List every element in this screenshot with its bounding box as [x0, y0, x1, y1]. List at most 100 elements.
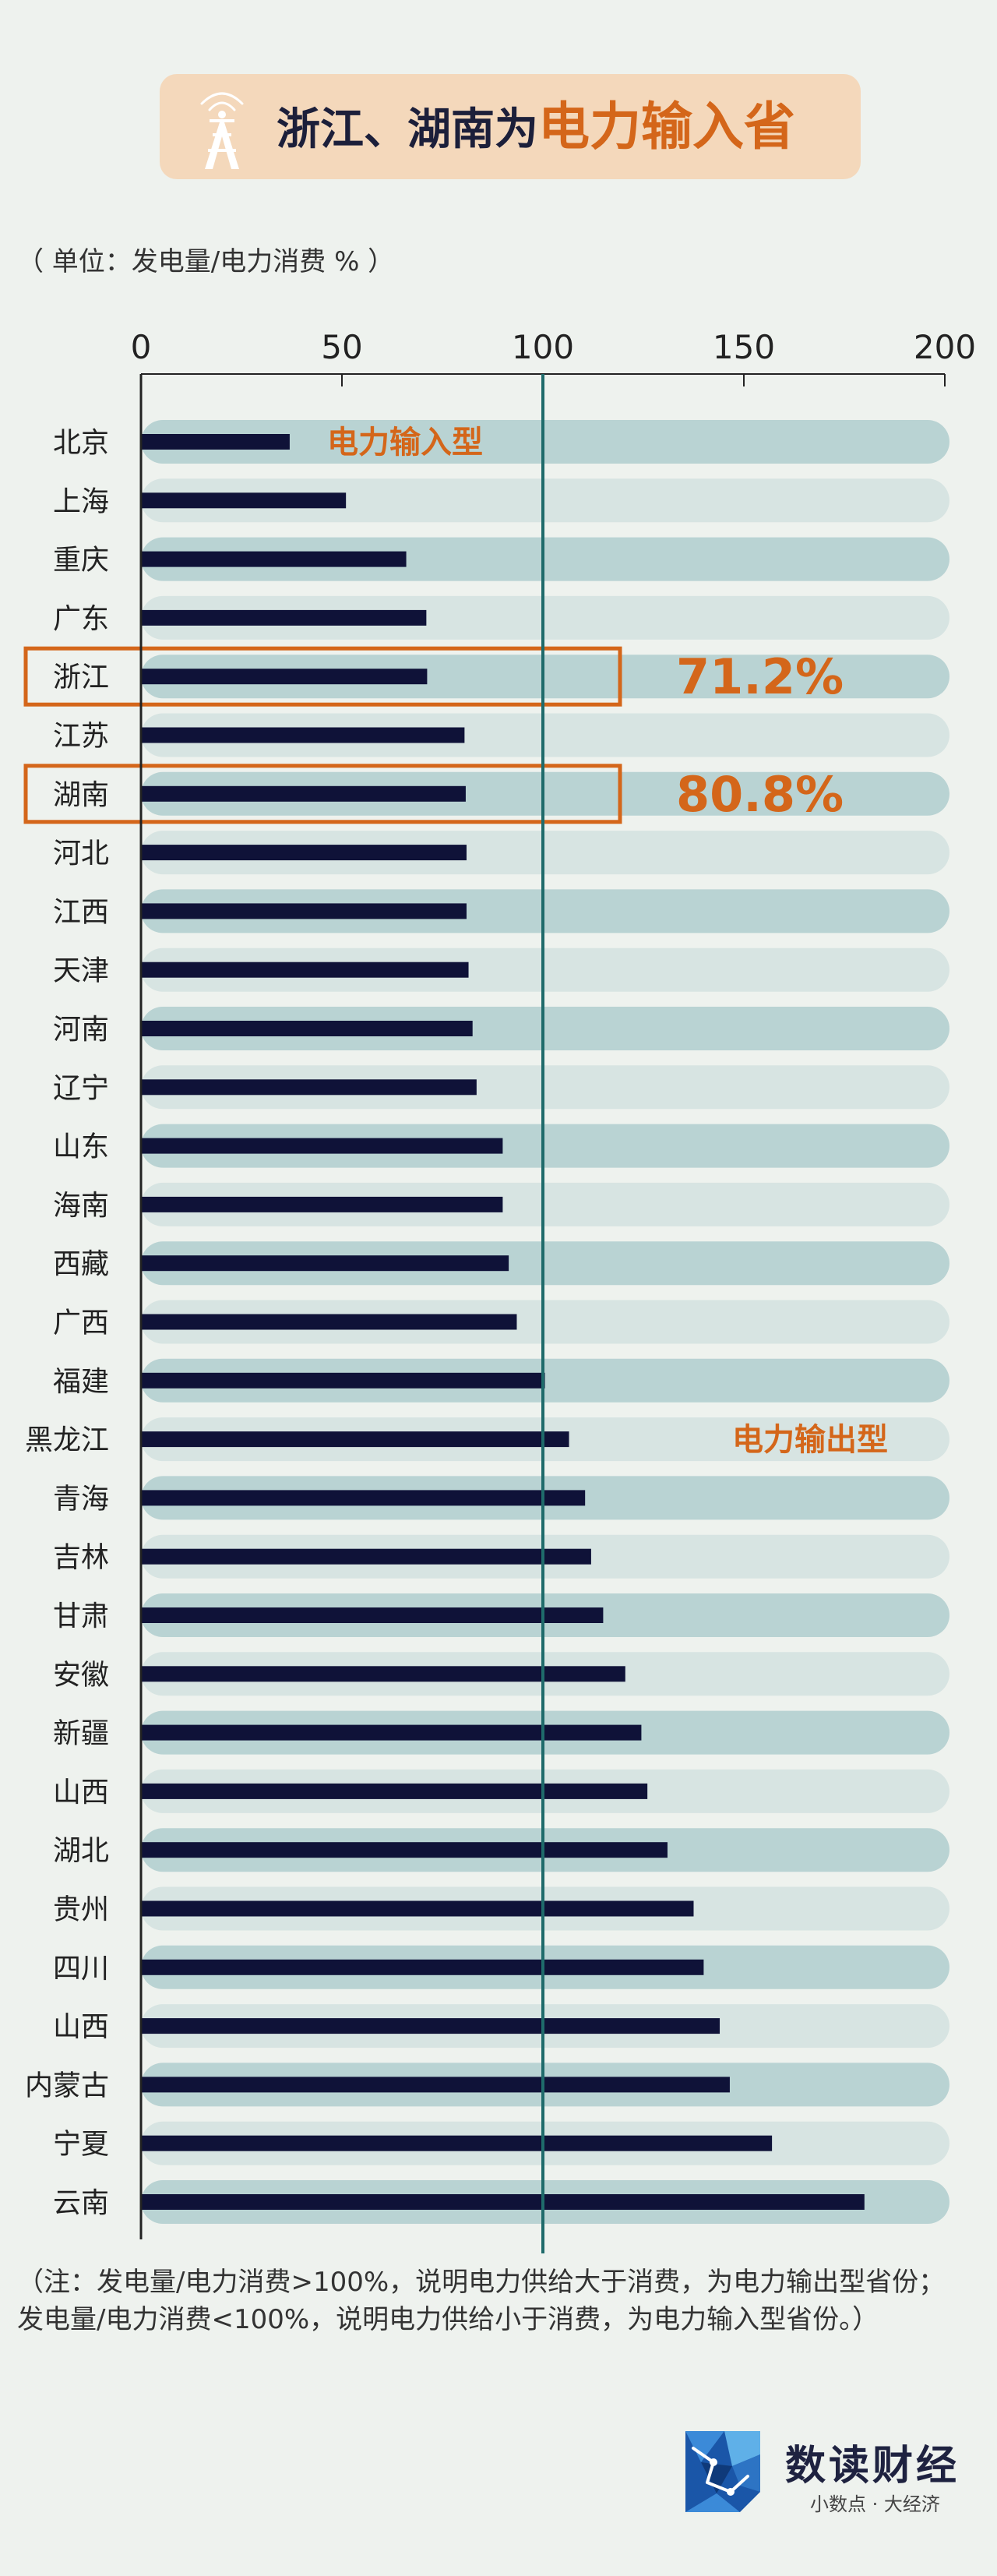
bar-track	[141, 420, 949, 464]
bar-track	[141, 1065, 949, 1110]
brand-slogan: 小数点 · 大经济	[810, 2493, 940, 2515]
category-label: 贵州	[53, 1894, 109, 1926]
bar	[141, 2135, 773, 2151]
bar-track	[141, 478, 949, 523]
category-label: 河北	[53, 838, 109, 870]
category-label: 四川	[53, 1953, 109, 1985]
category-label: 天津	[53, 955, 109, 987]
bar	[141, 1666, 625, 1682]
bar-track	[141, 1182, 949, 1226]
bar	[141, 1138, 503, 1154]
bar	[141, 2194, 865, 2210]
category-label: 内蒙古	[25, 2070, 109, 2101]
category-label: 海南	[53, 1190, 109, 1222]
category-label: 青海	[53, 1483, 109, 1515]
highlight-box	[23, 646, 622, 707]
bar	[141, 1783, 648, 1799]
bar-track	[141, 831, 949, 875]
category-label: 江西	[53, 896, 109, 928]
bar	[141, 1607, 604, 1623]
x-tick-label: 50	[321, 328, 362, 366]
category-label: 湖南	[53, 779, 109, 811]
bar	[141, 727, 465, 743]
value-annotation: 80.8%	[676, 766, 844, 823]
bar	[141, 609, 427, 626]
bar	[141, 1724, 642, 1741]
category-label: 浙江	[53, 662, 109, 693]
category-label: 广东	[53, 603, 109, 635]
bar	[141, 1900, 694, 1917]
bar-track	[141, 595, 949, 640]
category-label: 吉林	[53, 1542, 109, 1574]
bar	[141, 1490, 586, 1506]
category-label: 云南	[53, 2187, 109, 2219]
brand-logo-icon	[685, 2431, 760, 2512]
bar-track	[141, 771, 949, 816]
bar	[141, 669, 428, 685]
brand-name: 数读财经	[785, 2443, 960, 2490]
x-tick-label: 200	[914, 328, 976, 366]
category-label: 湖北	[53, 1835, 109, 1867]
bar-track	[141, 537, 949, 581]
bar-track	[141, 1358, 949, 1403]
bar	[141, 1079, 477, 1096]
bar	[141, 1314, 517, 1330]
category-label: 重庆	[53, 545, 109, 577]
category-label: 上海	[53, 485, 109, 517]
category-label: 黑龙江	[25, 1424, 109, 1456]
bar	[141, 1959, 704, 1975]
bar	[141, 1548, 591, 1565]
brand: 数读财经 小数点 · 大经济	[685, 2431, 974, 2517]
x-tick-label: 0	[131, 328, 152, 366]
value-annotation: 71.2%	[676, 648, 844, 705]
category-label: 辽宁	[53, 1072, 109, 1104]
bar-track	[141, 889, 949, 933]
category-label: 北京	[53, 427, 109, 459]
bar	[141, 1842, 668, 1858]
category-label: 福建	[53, 1366, 109, 1398]
bar	[141, 2018, 720, 2034]
category-label: 西藏	[53, 1248, 109, 1280]
bar	[141, 1431, 569, 1448]
bar-track	[141, 1241, 949, 1286]
bar	[141, 1372, 545, 1389]
bar	[141, 434, 290, 450]
category-label: 宁夏	[53, 2129, 109, 2161]
category-label: 广西	[53, 1307, 109, 1339]
type-annotation: 电力输出型	[732, 1422, 888, 1458]
x-tick-label: 100	[512, 328, 574, 366]
bar-track	[141, 1007, 949, 1050]
category-label: 安徽	[53, 1659, 109, 1691]
bar-track	[141, 1124, 949, 1168]
bar-track	[141, 713, 949, 757]
bar	[141, 551, 407, 567]
power-tower-icon	[200, 92, 244, 169]
category-label: 山西	[53, 2011, 109, 2043]
category-label: 江苏	[53, 721, 109, 753]
bar	[141, 962, 469, 978]
x-tick-label: 150	[713, 328, 775, 366]
bar	[141, 845, 467, 861]
highlight-box	[23, 764, 622, 824]
title-banner: 浙江、湖南为电力输入省	[160, 74, 861, 179]
bar-track	[141, 947, 949, 992]
category-label: 河南	[53, 1014, 109, 1046]
category-label: 山西	[53, 1777, 109, 1808]
footnote: （注：发电量/电力消费>100%，说明电力供给大于消费，为电力输出型省份；发电量…	[17, 2267, 946, 2335]
bar	[141, 1255, 509, 1272]
page-title: 浙江、湖南为电力输入省	[277, 97, 795, 157]
unit-note: （ 单位：发电量/电力消费 % ）	[17, 246, 395, 277]
category-label: 新疆	[53, 1718, 109, 1750]
bar	[141, 1196, 503, 1212]
category-label: 山东	[53, 1131, 109, 1163]
category-label: 甘肃	[53, 1600, 109, 1632]
bar-chart: 0 50 100 150 200 北京上海重庆广东浙江江苏湖南河北江西天津河南辽宁山东海…	[23, 328, 976, 2253]
bar-track	[141, 1300, 949, 1344]
type-annotation: 电力输入型	[327, 425, 483, 461]
bar	[141, 903, 467, 919]
bar-track	[141, 655, 949, 699]
bar	[141, 1021, 473, 1036]
bar	[141, 492, 347, 509]
bar	[141, 2077, 730, 2093]
bar	[141, 785, 466, 802]
